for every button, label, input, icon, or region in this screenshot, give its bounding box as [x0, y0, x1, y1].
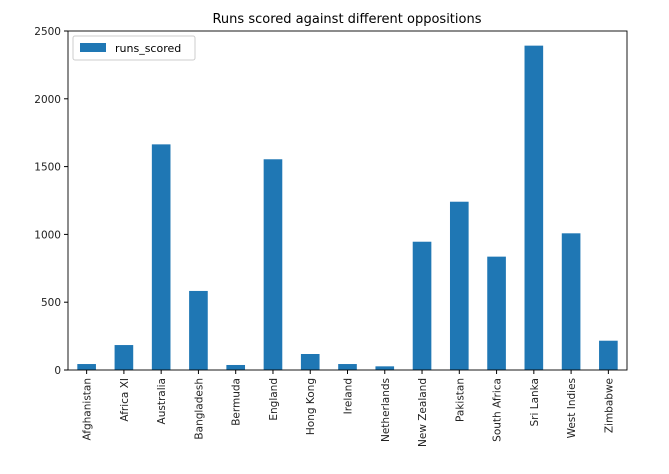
x-tick-label: Africa XI: [119, 378, 131, 422]
x-tick-label: New Zealand: [417, 378, 429, 447]
chart-title: Runs scored against different opposition…: [212, 12, 481, 27]
bar-south-africa: [487, 256, 506, 370]
bar-afghanistan: [77, 364, 96, 370]
y-tick-label: 1500: [34, 162, 61, 174]
bar-england: [263, 159, 283, 370]
bar-africa-xi: [114, 345, 134, 370]
bar-netherlands: [375, 366, 395, 370]
legend-label-runs-scored: runs_scored: [115, 42, 181, 55]
bar-hong-kong: [300, 353, 320, 370]
x-tick-label: West Indies: [566, 378, 578, 438]
y-tick-label: 2000: [34, 94, 61, 106]
x-tick-label: Bangladesh: [193, 378, 205, 440]
bar-ireland: [338, 364, 357, 370]
plot-frame: [67, 30, 628, 371]
x-axis: Afghanistan Africa XI Australia Bangladesh B…: [82, 370, 615, 447]
x-tick-label: Sri Lanka: [529, 378, 541, 427]
y-tick-label: 1000: [34, 229, 61, 241]
legend-swatch-runs-scored: [80, 43, 106, 52]
bar-west-indies: [561, 233, 581, 370]
x-tick-label: Bermuda: [231, 378, 243, 426]
y-tick-label: 2500: [34, 26, 61, 38]
bar-new-zealand: [412, 241, 432, 370]
x-tick-label: Ireland: [343, 378, 355, 414]
bar-zimbabwe: [599, 340, 618, 370]
bars-group: [77, 45, 618, 370]
x-tick-label: Hong Kong: [305, 378, 317, 435]
y-tick-label: 0: [54, 365, 61, 377]
x-tick-label: South Africa: [492, 378, 504, 442]
bar-sri-lanka: [524, 45, 544, 370]
legend: runs_scored: [72, 35, 196, 61]
x-tick-label: Zimbabwe: [603, 378, 615, 433]
bar-pakistan: [449, 201, 469, 370]
bar-bangladesh: [189, 290, 208, 370]
x-tick-label: Netherlands: [380, 378, 392, 442]
bar-australia: [151, 144, 171, 370]
legend-box: [72, 35, 196, 61]
x-tick-label: England: [268, 378, 280, 421]
y-axis: 0 500 1000 1500 2000 2500: [34, 26, 68, 377]
bar-bermuda: [226, 364, 246, 370]
x-tick-label: Australia: [156, 378, 168, 424]
x-tick-label: Afghanistan: [82, 378, 94, 441]
x-tick-label: Pakistan: [454, 378, 466, 422]
y-tick-label: 500: [41, 297, 61, 309]
